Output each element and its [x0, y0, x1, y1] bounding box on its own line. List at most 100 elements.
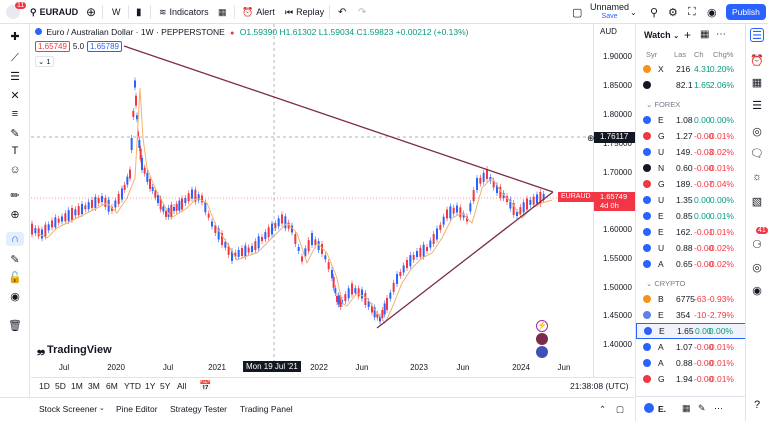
user-avatar[interactable]: 11: [6, 0, 27, 24]
help-icon[interactable]: ?: [753, 399, 761, 411]
settings-gear-icon[interactable]: ⚙: [668, 6, 678, 19]
target-icon[interactable]: ◎: [752, 125, 762, 138]
collapse-icon[interactable]: ⌃: [599, 404, 607, 414]
redo-icon[interactable]: ↷: [358, 6, 367, 18]
watchlist-row[interactable]: U 149. -0.03 -0.02%: [636, 144, 745, 160]
add-alert-plus-icon[interactable]: ⊕: [587, 133, 595, 143]
watchlist-row[interactable]: A 0.65 -0.00 -0.02%: [636, 256, 745, 272]
broadcast-icon[interactable]: ◉: [752, 284, 762, 297]
layers-icon[interactable]: ☰: [752, 99, 762, 112]
edit-icon[interactable]: ✎: [698, 403, 706, 413]
chevron-down-icon[interactable]: ⌄: [99, 405, 105, 412]
buy-button[interactable]: 1.65789: [87, 41, 122, 52]
currency-label[interactable]: AUD: [600, 27, 617, 36]
zoom-in-icon[interactable]: ⊕: [10, 208, 20, 221]
alert-button[interactable]: ⏰ Alert: [242, 0, 275, 24]
range-button[interactable]: 1M: [71, 381, 83, 391]
watchlist-row[interactable]: N 0.60 -0.00 -0.01%: [636, 160, 745, 176]
tab-stock-screener[interactable]: Stock Screener: [39, 404, 98, 414]
watchlist-row[interactable]: E 162. -0.01 -0.01%: [636, 224, 745, 240]
watchlist-row[interactable]: E 354 -10 -2.79%: [636, 307, 745, 323]
col-last[interactable]: Las: [674, 50, 687, 59]
lightbulb-icon[interactable]: ☼: [751, 171, 763, 183]
globe-icon[interactable]: ◎: [752, 261, 762, 274]
price-axis[interactable]: AUD 1.90000 1.85000 1.80000 1.75000 1.70000 1…: [593, 24, 635, 377]
stay-in-drawing-icon[interactable]: ✎: [10, 253, 20, 266]
grid-icon[interactable]: ▦: [682, 403, 691, 413]
indicator-toggle[interactable]: ⌄ 1: [35, 56, 54, 67]
add-symbol-icon[interactable]: +: [684, 28, 692, 42]
section-forex[interactable]: ⌄ FOREX: [646, 100, 680, 109]
interval-button[interactable]: W: [112, 7, 121, 17]
chart-pane[interactable]: Euro / Australian Dollar · 1W · PEPPERST…: [31, 24, 593, 377]
fib-icon[interactable]: ≡: [11, 108, 19, 120]
tradingview-logo[interactable]: ❠ TradingView: [37, 342, 112, 357]
watchlist-row[interactable]: 82.1 1.65 2.06%: [636, 77, 745, 93]
indicators-button[interactable]: ≋ Indicators: [159, 0, 209, 24]
fullscreen-icon[interactable]: ⛶: [688, 5, 696, 18]
lightning-event-icon[interactable]: ⚡: [536, 320, 548, 332]
eye-icon[interactable]: ◉: [10, 290, 20, 303]
sell-button[interactable]: 1.65749: [35, 41, 70, 52]
time-axis[interactable]: Jul 2020 Jul 2021 2022 Jun 2023 Jun 2024 Jun Mon …: [31, 360, 593, 376]
watchlist-list-icon[interactable]: ☰: [750, 28, 764, 42]
calendar-icon[interactable]: ▧: [751, 195, 763, 208]
chat-bubble-icon[interactable]: 🗨: [750, 147, 764, 160]
range-button[interactable]: 5Y: [160, 381, 171, 391]
maximize-icon[interactable]: ▢: [616, 404, 625, 414]
horizontal-lines-icon[interactable]: ☰: [10, 70, 20, 83]
tab-strategy-tester[interactable]: Strategy Tester: [170, 404, 228, 414]
watchlist-row[interactable]: G 189. -0.07 -0.04%: [636, 176, 745, 192]
watchlist-row[interactable]: B 6775 -63 -0.93%: [636, 291, 745, 307]
range-button[interactable]: 1D: [39, 381, 50, 391]
alarm-clock-icon[interactable]: ⏰: [750, 54, 764, 67]
trend-line-icon[interactable]: ⟋: [11, 51, 19, 64]
ruler-icon[interactable]: ✏: [10, 189, 20, 202]
watchlist-row[interactable]: A 0.88 -0.00 -0.01%: [636, 355, 745, 371]
range-button[interactable]: 3M: [88, 381, 100, 391]
bell-icon[interactable]: ⚆: [752, 238, 762, 251]
brush-icon[interactable]: ✎: [10, 127, 20, 140]
undo-icon[interactable]: ↶: [338, 6, 347, 18]
crosshair-icon[interactable]: ✚: [10, 30, 20, 43]
event-icon-2[interactable]: [536, 346, 548, 358]
pitchfork-icon[interactable]: ✕: [10, 89, 20, 102]
replay-button[interactable]: ⏮ Replay: [285, 0, 324, 24]
watchlist-row[interactable]: U 1.35 0.00 0.00%: [636, 192, 745, 208]
layout-name[interactable]: Unnamed Save: [590, 0, 629, 24]
watchlist-row[interactable]: G 1.94 -0.00 -0.01%: [636, 371, 745, 387]
col-symbol[interactable]: Syr: [646, 50, 658, 59]
symbol-search[interactable]: ⚲ EURAUD: [30, 0, 78, 24]
range-button[interactable]: All: [177, 381, 187, 391]
event-icon[interactable]: [536, 333, 548, 345]
utc-clock[interactable]: 21:38:08 (UTC): [570, 381, 629, 391]
watchlist-title[interactable]: Watch ⌄: [644, 30, 679, 40]
goto-date-icon[interactable]: 📅: [199, 381, 212, 392]
table-view-icon[interactable]: ▦: [700, 29, 710, 40]
watchlist-row[interactable]: E 1.08 0.00 0.00%: [636, 112, 745, 128]
legend-title[interactable]: Euro / Australian Dollar · 1W · PEPPERST…: [46, 27, 225, 37]
col-change[interactable]: Ch: [694, 50, 704, 59]
price-chart[interactable]: [31, 24, 593, 377]
watchlist-row[interactable]: G 1.27 -0.00 -0.01%: [636, 128, 745, 144]
range-button[interactable]: 5D: [55, 381, 66, 391]
more-dots-icon[interactable]: ⋯: [716, 29, 726, 40]
tab-pine-editor[interactable]: Pine Editor: [116, 404, 158, 414]
layout-icon[interactable]: ▢: [572, 6, 583, 19]
range-button[interactable]: 6M: [106, 381, 118, 391]
templates-grid-icon[interactable]: ▦: [218, 6, 227, 17]
range-button[interactable]: YTD: [124, 381, 141, 391]
tab-trading-panel[interactable]: Trading Panel: [240, 404, 293, 414]
footer-symbol[interactable]: E.: [658, 404, 667, 414]
text-tool-icon[interactable]: T: [11, 145, 19, 157]
section-crypto[interactable]: ⌄ CRYPTO: [646, 279, 685, 288]
watchlist-row[interactable]: U 0.88 -0.00 -0.02%: [636, 240, 745, 256]
chart-type-candles-icon[interactable]: ▮: [136, 6, 142, 18]
compare-plus-icon[interactable]: ⊕: [86, 5, 97, 19]
quick-search-icon[interactable]: ⚲: [650, 6, 659, 19]
watchlist-row[interactable]: E 1.65 0.00 0.00%: [636, 323, 745, 339]
emoji-icon[interactable]: ☺: [9, 164, 21, 176]
watchlist-row[interactable]: X 216 4.31 0.20%: [636, 61, 745, 77]
trash-icon[interactable]: 🗑: [8, 319, 22, 332]
range-button[interactable]: 1Y: [145, 381, 156, 391]
